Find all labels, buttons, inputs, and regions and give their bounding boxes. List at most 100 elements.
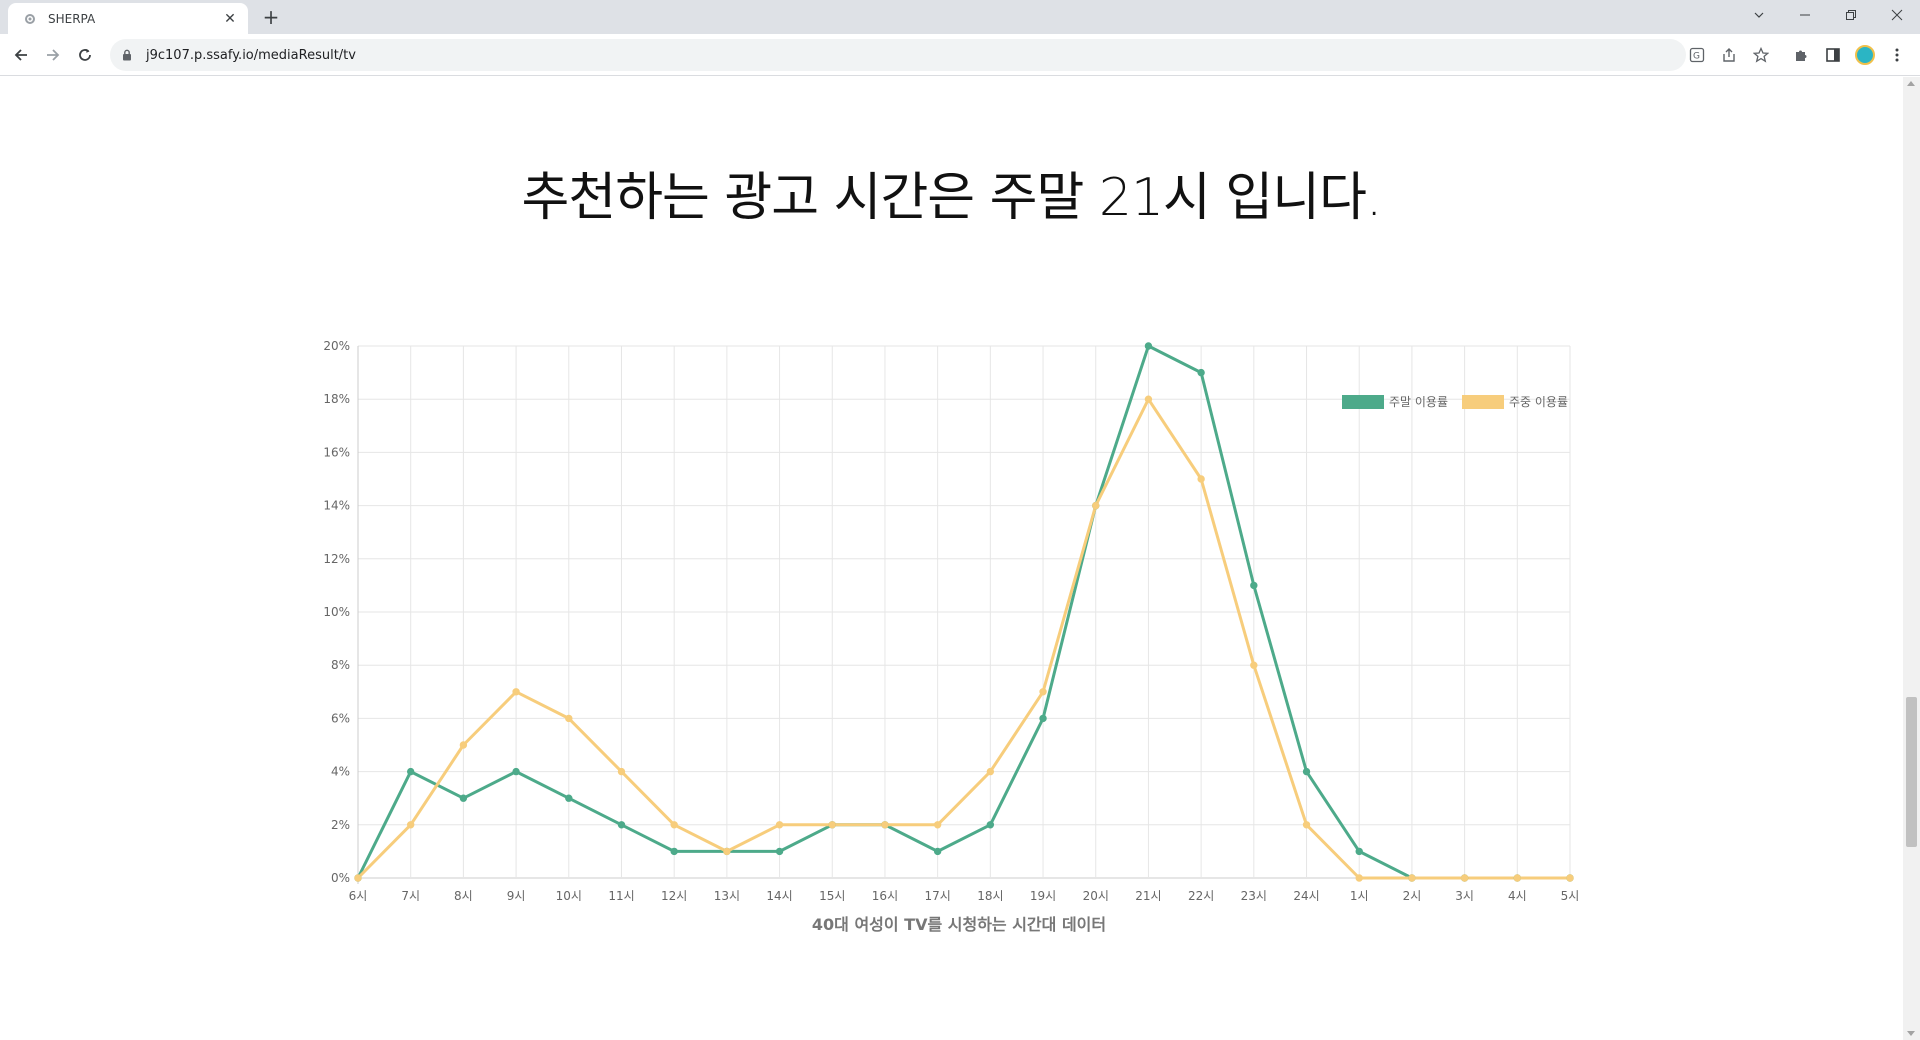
x-tick-label: 18시 xyxy=(977,889,1003,903)
browser-tab[interactable]: SHERPA ✕ xyxy=(8,3,248,34)
scroll-down-arrow-icon[interactable] xyxy=(1907,1031,1915,1036)
x-tick-label: 17시 xyxy=(924,889,950,903)
weekday-data-point xyxy=(775,821,784,829)
weekend-data-point xyxy=(933,847,942,856)
weekend-data-point xyxy=(617,821,626,829)
weekend-data-point xyxy=(1355,847,1363,856)
share-icon[interactable] xyxy=(1716,42,1742,68)
weekday-series-line xyxy=(356,397,1570,880)
weekday-data-point xyxy=(565,714,573,723)
profile-avatar[interactable] xyxy=(1852,42,1878,68)
tab-title: SHERPA xyxy=(48,11,96,26)
weekend-data-point xyxy=(1197,368,1205,377)
weekday-data-point xyxy=(354,874,362,882)
x-tick-label: 5시 xyxy=(1561,889,1580,903)
weekday-data-point xyxy=(406,821,415,829)
weekday-data-point xyxy=(512,688,520,696)
kebab-menu-icon[interactable] xyxy=(1884,42,1910,68)
weekend-data-point xyxy=(670,847,678,856)
y-tick-label: 20% xyxy=(323,339,350,353)
page-headline: 추천하는 광고 시간은 주말 21시 입니다. xyxy=(521,168,1383,228)
weekend-data-point xyxy=(775,847,784,856)
y-tick-label: 4% xyxy=(331,765,350,779)
weekend-data-point xyxy=(406,767,415,776)
weekday-data-point xyxy=(1302,821,1311,829)
weekend-data-point xyxy=(459,794,468,802)
reload-icon[interactable] xyxy=(72,42,98,68)
x-tick-label: 24시 xyxy=(1293,889,1319,903)
legend-weekday-label: 주중 이용률 xyxy=(1509,395,1568,409)
back-arrow-icon[interactable] xyxy=(8,42,34,68)
weekday-data-point xyxy=(1566,874,1574,882)
close-window-icon[interactable] xyxy=(1874,0,1920,30)
new-tab-button[interactable]: + xyxy=(262,5,280,29)
vertical-scrollbar[interactable] xyxy=(1903,77,1920,1040)
scroll-up-arrow-icon[interactable] xyxy=(1907,81,1915,86)
svg-text:G: G xyxy=(1693,52,1700,62)
y-tick-label: 0% xyxy=(331,871,350,885)
bookmark-star-icon[interactable] xyxy=(1748,42,1774,68)
x-axis-title: 40대 여성이 TV를 시청하는 시간대 데이터 xyxy=(812,915,1106,934)
weekday-data-point xyxy=(1460,874,1469,882)
x-tick-label: 10시 xyxy=(556,889,582,903)
x-tick-label: 21시 xyxy=(1135,889,1161,903)
url-text: j9c107.p.ssafy.io/mediaResult/tv xyxy=(146,47,356,63)
weekend-data-point xyxy=(512,767,520,776)
legend-swatch xyxy=(1342,395,1384,409)
x-tick-label: 15시 xyxy=(819,889,845,903)
translate-icon[interactable]: G xyxy=(1684,42,1710,68)
y-tick-label: 2% xyxy=(331,818,350,832)
y-tick-label: 14% xyxy=(323,499,350,513)
legend-swatch xyxy=(1462,395,1504,409)
weekday-data-point xyxy=(933,821,942,829)
y-tick-label: 18% xyxy=(323,392,350,406)
weekday-data-point xyxy=(617,767,626,776)
page-viewport: 추천하는 광고 시간은 주말 21시 입니다. 0% 2% 4% 6% 8% 10% 12%… xyxy=(0,77,1903,1040)
tab-search-icon[interactable] xyxy=(1736,0,1782,30)
weekend-data-point xyxy=(1144,342,1153,350)
close-tab-icon[interactable]: ✕ xyxy=(224,10,236,27)
weekday-data-point xyxy=(723,847,731,856)
weekday-data-point xyxy=(881,821,889,829)
x-tick-label: 1시 xyxy=(1350,889,1369,903)
restore-icon[interactable] xyxy=(1828,0,1874,30)
y-tick-label: 10% xyxy=(323,605,350,619)
x-tick-label: 9시 xyxy=(507,889,526,903)
y-tick-label: 8% xyxy=(331,658,350,672)
x-tick-label: 12시 xyxy=(661,889,687,903)
x-tick-label: 7시 xyxy=(401,889,420,903)
y-tick-label: 12% xyxy=(323,552,350,566)
weekday-data-point xyxy=(1513,874,1522,882)
x-tick-label: 11시 xyxy=(608,889,634,903)
x-tick-label: 8시 xyxy=(454,889,473,903)
x-tick-label: 4시 xyxy=(1508,889,1527,903)
weekday-data-point xyxy=(670,821,678,829)
weekend-data-point xyxy=(1302,767,1311,776)
minimize-icon[interactable] xyxy=(1782,0,1828,30)
x-tick-label: 6시 xyxy=(349,889,368,903)
line-chart: 0% 2% 4% 6% 8% 10% 12% 14% 16% 18% 20% 6시 7시 8시 9시 10시 1… xyxy=(323,339,1580,934)
weekend-data-point xyxy=(565,794,573,802)
x-tick-label: 23시 xyxy=(1241,889,1267,903)
forward-arrow-icon[interactable] xyxy=(40,42,66,68)
address-bar[interactable]: j9c107.p.ssafy.io/mediaResult/tv xyxy=(110,39,1686,71)
y-tick-label: 16% xyxy=(323,445,350,459)
x-tick-label: 13시 xyxy=(714,889,740,903)
lock-icon[interactable] xyxy=(122,48,136,62)
legend-weekend-label: 주말 이용률 xyxy=(1389,395,1448,409)
y-tick-label: 6% xyxy=(331,711,350,725)
scrollbar-thumb[interactable] xyxy=(1906,697,1917,847)
gear-favicon-icon xyxy=(22,11,38,27)
side-panel-icon[interactable] xyxy=(1820,42,1846,68)
weekend-data-point xyxy=(1250,581,1258,590)
x-tick-label: 19시 xyxy=(1030,889,1056,903)
x-tick-label: 16시 xyxy=(872,889,898,903)
weekday-data-point xyxy=(1408,874,1416,882)
x-tick-label: 3시 xyxy=(1455,889,1474,903)
extensions-puzzle-icon[interactable] xyxy=(1788,42,1814,68)
weekday-data-point xyxy=(986,767,995,776)
x-tick-label: 14시 xyxy=(766,889,792,903)
weekend-data-point xyxy=(986,821,995,829)
weekend-data-point xyxy=(1039,714,1047,723)
weekday-data-point xyxy=(1092,501,1100,510)
